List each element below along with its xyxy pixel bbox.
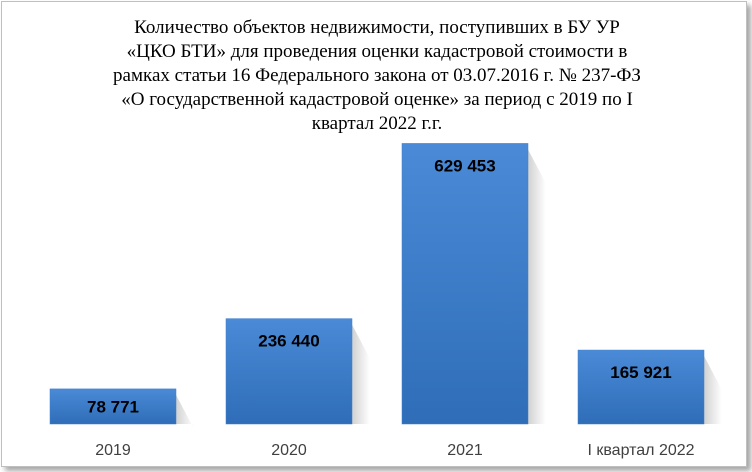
bar xyxy=(49,388,177,425)
x-tick-label: I квартал 2022 xyxy=(587,442,694,459)
bar xyxy=(401,143,529,425)
chart-title-line: «ЦКО БТИ» для проведения оценки кадастро… xyxy=(126,41,628,62)
chart-frame: Количество объектов недвижимости, поступ… xyxy=(1,1,747,467)
bar-data-label: 165 921 xyxy=(610,363,671,382)
bar-shadow xyxy=(528,149,546,425)
chart-title-line: квартал 2022 г.г. xyxy=(311,113,443,134)
chart-title: Количество объектов недвижимости, поступ… xyxy=(42,16,712,136)
chart-title-line: Количество объектов недвижимости, поступ… xyxy=(134,17,620,38)
x-tick-label: 2020 xyxy=(271,442,307,459)
bar-data-label: 236 440 xyxy=(258,332,319,351)
chart-title-line: рамках статьи 16 Федерального закона от … xyxy=(113,65,641,86)
bar-chart-plot: 78 771 236 440 629 453 165 921 2019 2020 2021… xyxy=(49,143,722,459)
chart-title-line: «О государственной кадастровой оценке» з… xyxy=(121,89,633,110)
bar xyxy=(225,318,353,425)
bar xyxy=(577,349,705,425)
bar-shadow xyxy=(176,394,194,429)
bar-shadow xyxy=(704,356,722,424)
x-tick-label: 2021 xyxy=(447,442,483,459)
bar-data-label: 629 453 xyxy=(434,156,495,175)
x-tick-label: 2019 xyxy=(95,442,131,459)
bar-shadow xyxy=(352,324,370,424)
bar-data-label: 78 771 xyxy=(87,397,139,416)
